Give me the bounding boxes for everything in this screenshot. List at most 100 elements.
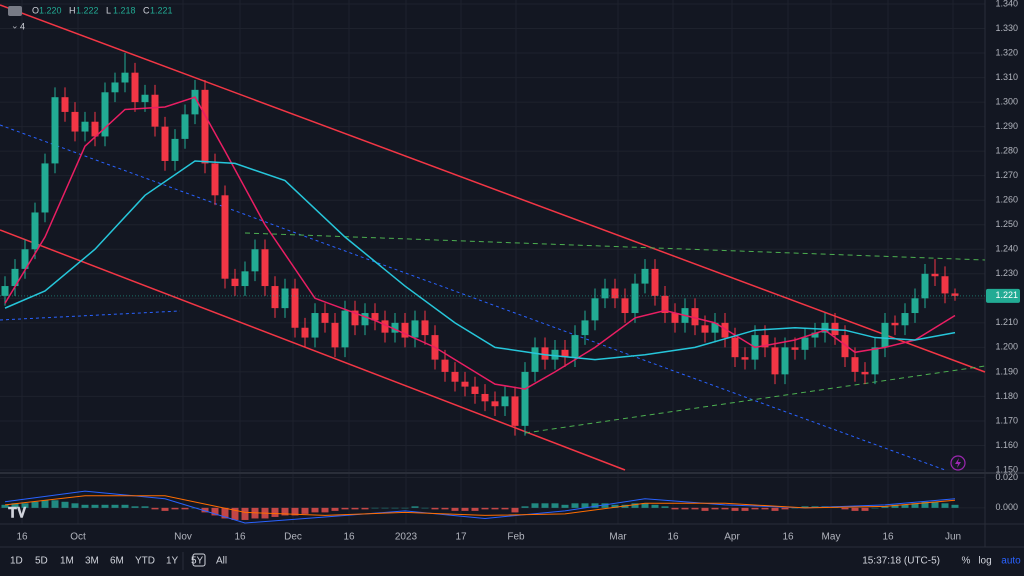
candle-body [351,310,359,326]
candle-body [451,371,459,382]
candle-body [11,268,19,287]
x-tick-label: Dec [284,532,302,543]
candle-body [241,271,249,287]
range-button[interactable]: 3M [85,556,99,567]
macd-bar [81,504,89,508]
macd-bar [111,504,119,508]
macd-bar [641,503,649,508]
candle-body [781,347,789,375]
x-tick-label: Apr [724,532,740,543]
macd-bar [711,507,719,510]
channel-bottom [0,229,626,471]
macd-bar [941,503,949,508]
macd-bar [431,507,439,510]
y-tick-label: 1.330 [995,23,1018,33]
range-button[interactable]: All [216,556,227,567]
y-tick-label: 1.340 [995,0,1018,8]
macd-bar [901,504,909,508]
candle-body [371,313,379,321]
candle-body [61,97,69,112]
macd-bar [551,503,559,508]
macd-bar [451,507,459,511]
scale-option[interactable]: auto [1001,556,1021,567]
macd-bar [531,503,539,508]
y-tick-label: 1.290 [995,121,1018,131]
range-button[interactable]: 6M [110,556,124,567]
candle-body [171,138,179,161]
candle-body [941,276,949,294]
x-tick-label: 2023 [395,532,418,543]
candle-body [221,195,229,279]
candle-body [881,322,889,348]
indicators-count[interactable]: 4 [20,21,25,31]
candle-body [691,308,699,326]
macd-bar [401,507,409,509]
scale-option[interactable]: % [962,556,971,567]
x-tick-label: Feb [507,532,525,543]
y-tick-label: 1.240 [995,244,1018,254]
candle-body [741,357,749,360]
macd-bar [781,507,789,510]
macd-bar [701,507,709,511]
candle-body [261,249,269,287]
y-tick-label: 1.320 [995,47,1018,57]
candle-body [31,212,39,250]
macd-bar [391,507,399,509]
macd-bar [171,507,179,510]
indicators-toggle[interactable]: ⌄ [11,20,19,30]
macd-bar [671,507,679,510]
trend-dashed-green [524,365,986,434]
x-tick-label: 16 [16,532,28,543]
range-button[interactable]: 5D [35,556,48,567]
toolbar: 1D 5D 1M 3M 6M YTD 1Y 5Y All 15:37:18 (UTC-5)% log… [10,556,1021,567]
candle-body [801,337,809,350]
candle-body [671,313,679,323]
macd-bar [611,504,619,508]
range-button[interactable]: 1D [10,556,23,567]
macd-bar [371,507,379,509]
candle-body [821,322,829,333]
macd-bar [761,507,769,510]
y-tick-label: 1.190 [995,366,1018,376]
ohlc-key: C [143,5,150,15]
y-tick-label: 0.000 [995,502,1018,512]
macd-bar [381,507,389,509]
scale-option[interactable]: log [978,556,991,567]
candle-body [811,332,819,338]
candle-body [641,268,649,284]
macd-bar [91,504,99,508]
candle-body [891,322,899,326]
macd-bar [141,506,149,508]
macd-bar [581,503,589,508]
candle-body [441,359,449,372]
candle-body [321,313,329,323]
macd-bar [661,506,669,508]
range-button[interactable]: 1Y [166,556,179,567]
drawings [0,4,986,471]
symbol-icon[interactable] [8,6,22,16]
macd-bar [441,507,449,510]
y-tick-label: 1.160 [995,440,1018,450]
candle-body [71,111,79,132]
macd-bar [61,501,69,508]
clock: 15:37:18 (UTC-5) [862,556,940,567]
candle-body [121,72,129,83]
macd-bar [231,507,239,520]
candle-body [541,347,549,360]
alert-bolt [955,458,961,468]
date-range-icon[interactable] [192,553,206,567]
macd-bar [161,507,169,511]
candle-body [311,313,319,338]
range-button[interactable]: 5Y [191,556,204,567]
range-button[interactable]: 1M [60,556,74,567]
candle-body [301,327,309,338]
macd-bar [721,507,729,510]
candle-body [491,401,499,407]
y-tick-label: 1.210 [995,317,1018,327]
macd-bar [931,501,939,508]
candle-body [21,249,29,269]
range-button[interactable]: YTD [135,556,155,567]
candle-body [951,293,959,296]
candle-body [711,322,719,333]
alert-icon[interactable] [950,455,966,471]
